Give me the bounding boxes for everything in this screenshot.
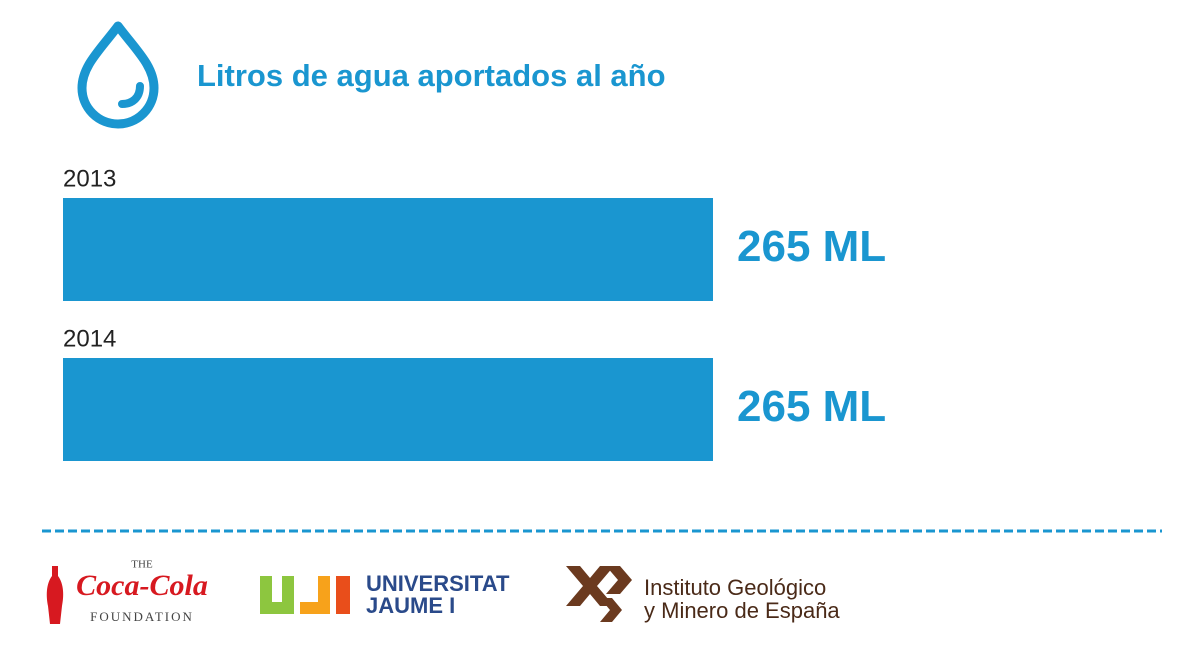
logo-text: Instituto Geológico <box>644 575 826 600</box>
coca-cola-logo: THE Coca-Cola FOUNDATION <box>46 559 208 624</box>
logo-text: JAUME I <box>366 593 455 618</box>
category-label: 2014 <box>63 325 116 352</box>
logo-text: UNIVERSITAT <box>366 571 510 596</box>
logo-text: FOUNDATION <box>90 609 194 624</box>
logo-text: Coca-Cola <box>76 569 208 602</box>
drop-icon <box>77 21 159 129</box>
chart-title: Litros de agua aportados al año <box>197 58 666 93</box>
logo-text: THE <box>131 559 153 571</box>
value-label: 265 ML <box>737 382 886 431</box>
igme-logo: Instituto Geológico y Minero de España <box>566 566 840 623</box>
category-label: 2013 <box>63 165 116 192</box>
bar <box>63 358 713 461</box>
value-label: 265 ML <box>737 222 886 271</box>
bar <box>63 198 713 301</box>
logo-text: y Minero de España <box>644 598 840 623</box>
uji-logo: UNIVERSITAT JAUME I <box>260 571 510 618</box>
